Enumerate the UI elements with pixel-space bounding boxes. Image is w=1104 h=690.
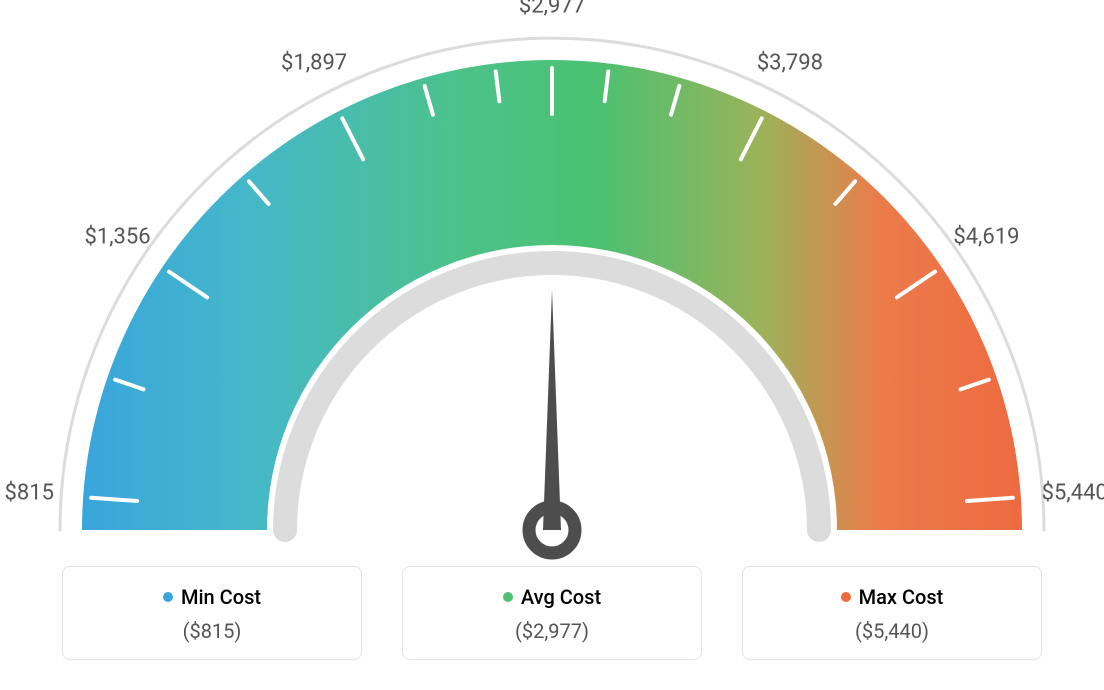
legend-card-min: Min Cost ($815) [62,566,362,660]
gauge-tick-label: $815 [5,481,54,506]
legend-title-avg: Avg Cost [503,585,601,609]
legend-card-avg: Avg Cost ($2,977) [402,566,702,660]
legend-value-min: ($815) [83,619,341,643]
legend-card-max: Max Cost ($5,440) [742,566,1042,660]
dot-icon [163,592,173,602]
legend-title-text: Max Cost [859,585,944,609]
gauge-svg [0,0,1104,560]
legend-value-avg: ($2,977) [423,619,681,643]
gauge-tick-label: $5,440 [1042,481,1104,506]
gauge-tick-label: $1,356 [85,224,151,249]
gauge-tick-label: $2,977 [519,0,585,19]
gauge-tick-label: $3,798 [757,51,823,76]
dot-icon [503,592,513,602]
gauge-tick-label: $1,897 [281,51,347,76]
legend-title-text: Avg Cost [521,585,601,609]
legend-title-min: Min Cost [163,585,261,609]
legend-title-max: Max Cost [841,585,944,609]
cost-gauge: $815 $1,356 $1,897 $2,977 $3,798 $4,619 $5,440 [0,0,1104,560]
legend-title-text: Min Cost [181,585,261,609]
legend-row: Min Cost ($815) Avg Cost ($2,977) Max Co… [0,566,1104,660]
dot-icon [841,592,851,602]
gauge-tick-label: $4,619 [953,224,1019,249]
legend-value-max: ($5,440) [763,619,1021,643]
